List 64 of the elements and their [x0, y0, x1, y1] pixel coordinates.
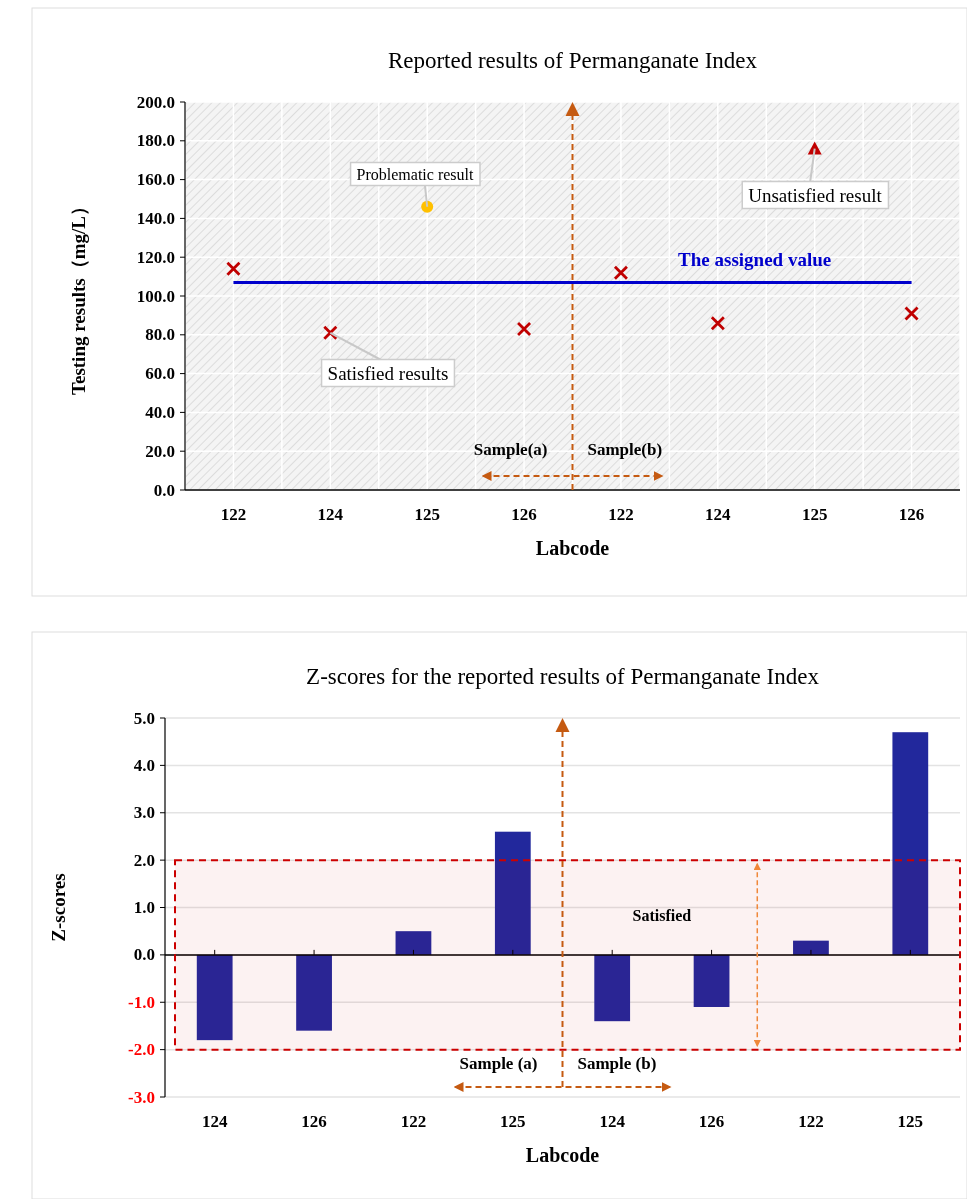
point	[613, 265, 629, 281]
annotation: Problematic result	[356, 165, 474, 183]
y-axis-title: Z-scores	[48, 873, 69, 942]
y-tick-label: 3.0	[133, 803, 155, 823]
y-tick-label: 80.0	[145, 325, 175, 345]
y-tick-label: 140.0	[136, 208, 175, 228]
x-tick-label: 122	[220, 505, 247, 524]
point	[904, 306, 919, 321]
point	[710, 315, 726, 331]
y-tick-label: 5.0	[133, 708, 155, 728]
y-tick-label: 160.0	[136, 170, 175, 190]
x-tick-label: 126	[698, 1112, 725, 1131]
y-tick-label: 180.0	[136, 131, 175, 151]
y-tick-label: -1.0	[128, 992, 155, 1012]
x-axis-title: Labcode	[535, 537, 610, 559]
y-tick-label: 0.0	[153, 480, 175, 500]
x-tick-label: 125	[500, 1112, 526, 1131]
x-axis-title: Labcode	[525, 1144, 600, 1166]
bar	[693, 954, 730, 1007]
x-tick-label: 122	[798, 1112, 824, 1131]
y-tick-label: 120.0	[136, 247, 175, 267]
x-tick-label: 125	[897, 1112, 924, 1131]
y-tick-label: 4.0	[133, 755, 155, 775]
x-tick-label: 125	[801, 505, 828, 524]
y-tick-label: 20.0	[145, 441, 175, 461]
x-tick-label: 124	[705, 505, 732, 524]
x-tick-label: 124	[599, 1112, 626, 1131]
bar	[594, 954, 631, 1022]
chart-title: Z-scores for the reported results of Permanganate Index	[306, 664, 820, 689]
bar	[395, 931, 432, 955]
y-tick-label: 1.0	[133, 898, 155, 917]
bar	[296, 954, 332, 1031]
annotation: Sample(a)	[473, 440, 548, 459]
bar	[196, 954, 233, 1041]
y-axis-title: Testing results（mg/L）	[68, 197, 89, 395]
y-tick-label: 200.0	[136, 92, 175, 112]
chart-title: Reported results of Permanganate Index	[387, 48, 758, 73]
annotation: Unsatisfied result	[748, 184, 883, 206]
bar	[793, 940, 829, 955]
y-tick-label: 2.0	[133, 850, 155, 870]
x-tick-label: 124	[201, 1112, 228, 1131]
x-tick-label: 122	[608, 505, 634, 524]
annotation: Sample (a)	[459, 1054, 538, 1073]
y-tick-label: -2.0	[128, 1040, 155, 1060]
annotation: Sample(b)	[587, 440, 663, 459]
ref-line-label: The assigned value	[678, 249, 832, 271]
band-label: Satisfied	[632, 906, 692, 924]
x-tick-label: 122	[400, 1112, 427, 1131]
x-tick-label: 124	[317, 505, 344, 524]
annotation: Satisfied results	[327, 362, 449, 384]
x-tick-label: 126	[898, 505, 925, 524]
x-tick-label: 126	[511, 505, 537, 524]
bar	[494, 831, 531, 955]
x-tick-label: 125	[414, 505, 440, 524]
annotation: Sample (b)	[577, 1054, 657, 1073]
y-tick-label: 0.0	[133, 945, 155, 965]
point	[226, 261, 241, 277]
point	[516, 321, 532, 337]
x-tick-label: 126	[301, 1112, 327, 1131]
y-tick-label: 60.0	[145, 364, 175, 384]
y-tick-label: -3.0	[128, 1087, 155, 1107]
bar	[892, 732, 929, 955]
y-tick-label: 100.0	[136, 286, 175, 306]
y-tick-label: 40.0	[145, 402, 175, 422]
